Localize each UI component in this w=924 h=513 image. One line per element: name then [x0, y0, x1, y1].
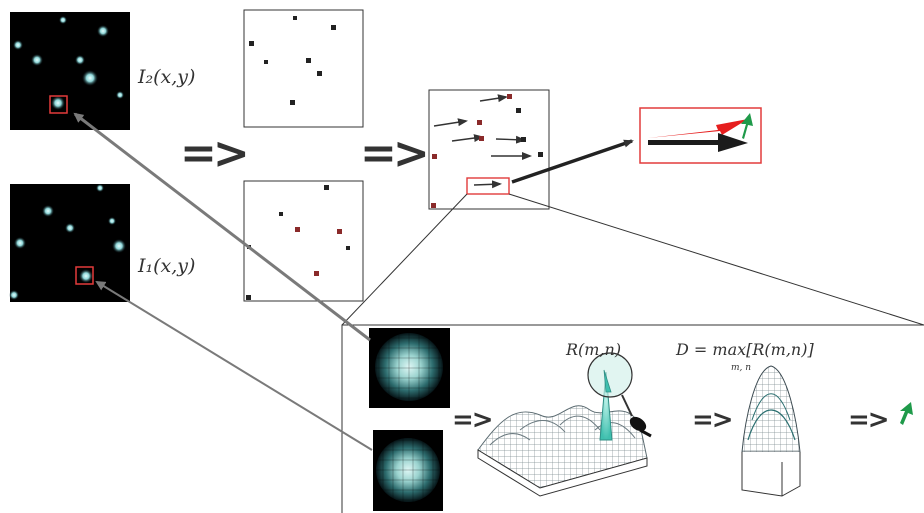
final-displacement-icon [900, 402, 913, 425]
label-i2: I₂(x,y) [137, 66, 195, 88]
interrogation-window-box [75, 266, 94, 285]
label-d-subscript: m, n [731, 363, 751, 373]
implies-arrow-3: => [452, 405, 492, 435]
zoom-window-i1 [373, 430, 443, 511]
particle-dots [13, 16, 124, 110]
zoom-line-right [508, 193, 924, 326]
label-r-func: R(m,n) [565, 340, 621, 359]
implies-arrow-1: => [180, 128, 246, 179]
implies-arrow-2: => [360, 128, 426, 179]
zoom-line-left [341, 193, 468, 326]
label-d-formula: D = max[R(m,n)] [675, 340, 814, 359]
zoom-window-i2 [369, 328, 450, 408]
particle-frame-bottom [243, 180, 364, 302]
correlation-peak [741, 365, 801, 497]
particle-dots [9, 184, 126, 300]
label-i1: I₁(x,y) [137, 255, 195, 277]
zoom-panel [341, 324, 924, 513]
link-arrow-i1 [95, 280, 373, 451]
result-vector-box [639, 107, 762, 164]
vector-field-frame [428, 89, 550, 210]
camera-image-i2 [10, 12, 130, 130]
magnifier-lens-icon [587, 352, 633, 398]
link-arrow-i2 [73, 112, 371, 342]
implies-arrow-4: => [692, 405, 732, 435]
particle-frame-top [243, 9, 364, 128]
camera-image-i1 [9, 184, 130, 302]
correlation-surface [477, 352, 652, 497]
to-result-arrow [511, 139, 634, 184]
implies-arrow-5: => [848, 405, 888, 435]
interrogation-window-box [49, 95, 68, 114]
